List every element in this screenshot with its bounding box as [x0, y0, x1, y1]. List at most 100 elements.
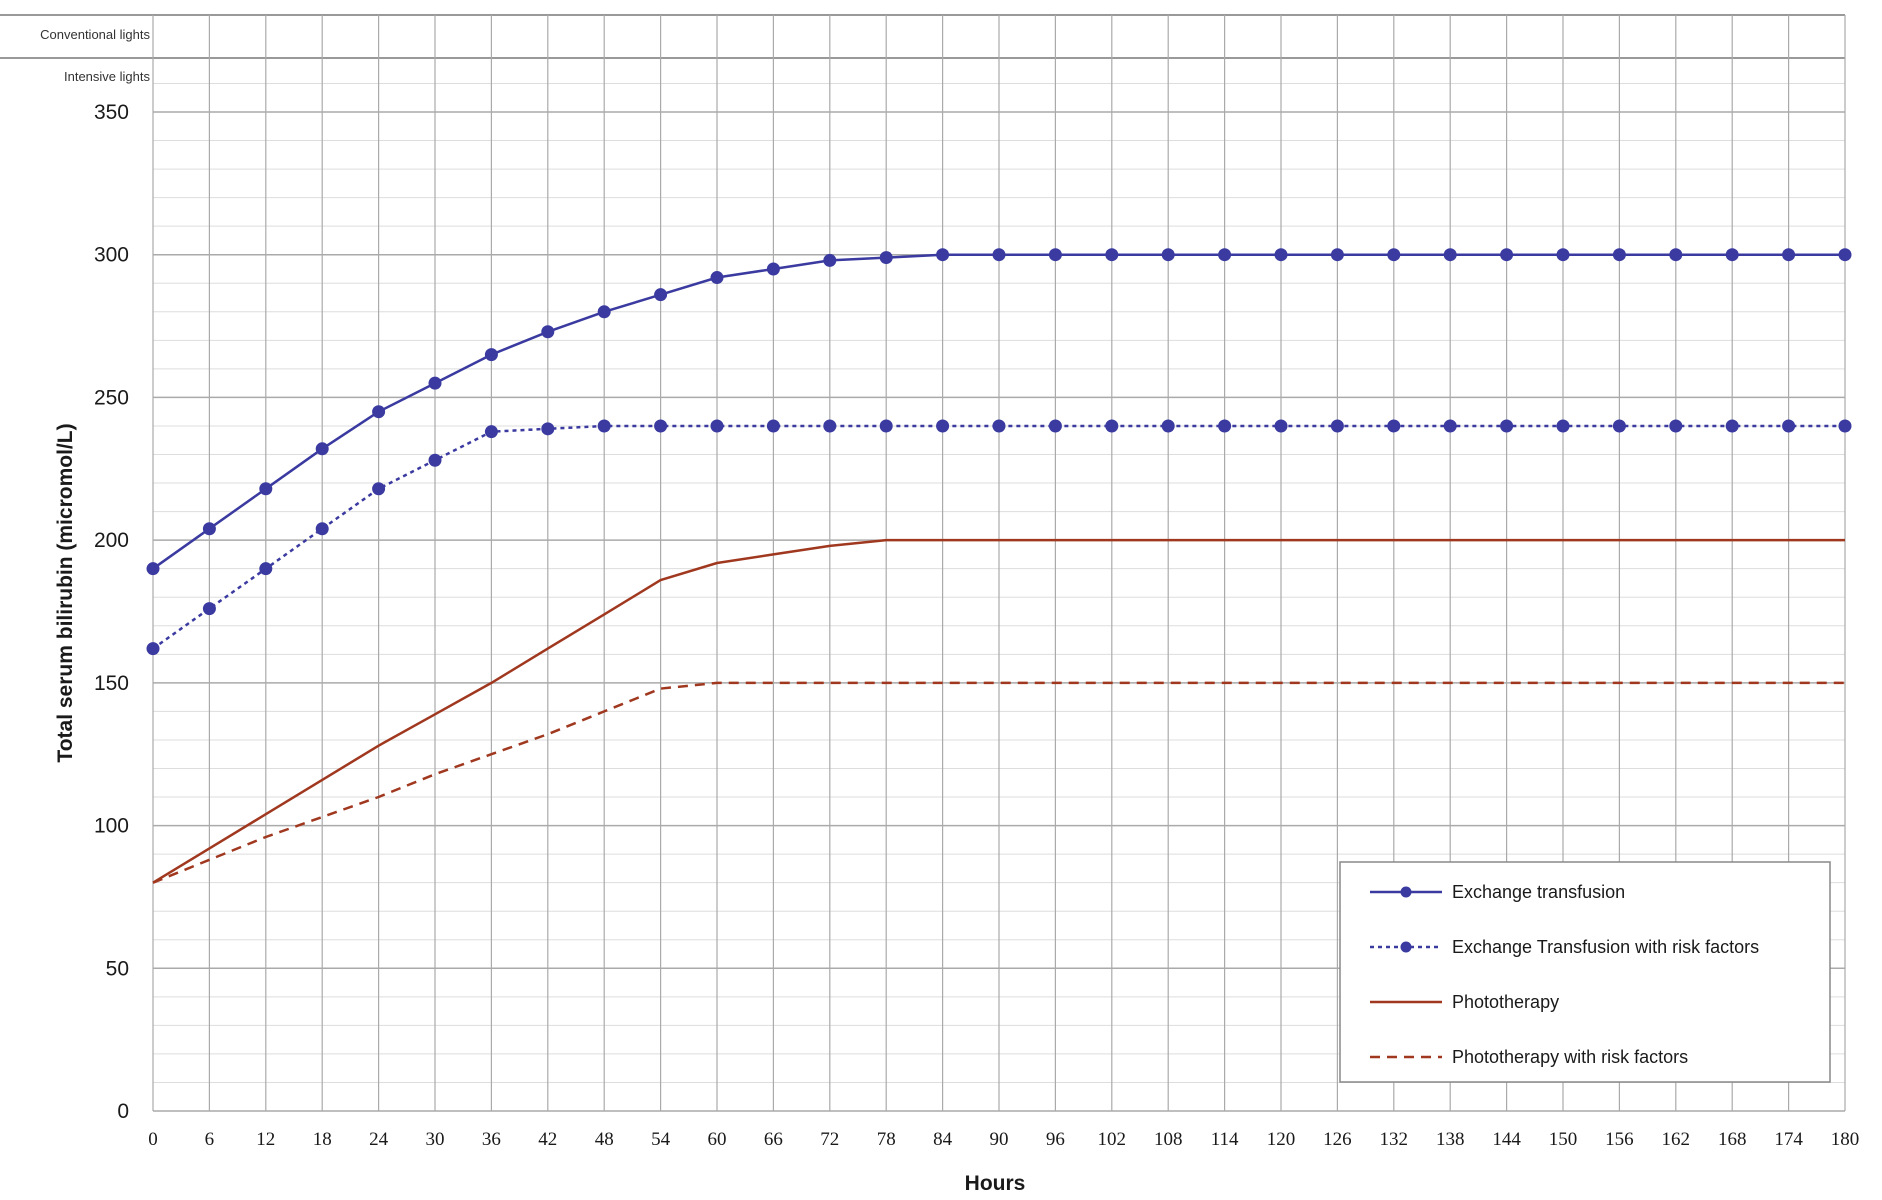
- legend-label-2: Phototherapy: [1452, 992, 1559, 1012]
- grid: [0, 14, 1846, 1112]
- x-tick-label: 12: [256, 1129, 275, 1150]
- data-point: [936, 248, 950, 262]
- band-label-conventional-lights: Conventional lights: [40, 27, 150, 42]
- y-tick-label: 350: [94, 101, 129, 124]
- data-point: [936, 419, 950, 433]
- data-point: [1218, 248, 1232, 262]
- series-line-3: [152, 681, 1845, 884]
- data-point: [541, 422, 555, 436]
- data-point: [1782, 419, 1796, 433]
- y-tick-label: 0: [117, 1100, 129, 1123]
- data-point: [541, 325, 555, 339]
- data-point: [710, 271, 724, 285]
- x-tick-label: 48: [595, 1129, 614, 1150]
- x-tick-label: 90: [990, 1129, 1009, 1150]
- legend-items: Exchange transfusion Exchange Transfusion…: [1370, 882, 1759, 1067]
- data-point: [315, 522, 329, 536]
- data-point: [1048, 248, 1062, 262]
- data-point: [1274, 419, 1288, 433]
- x-tick-label: 0: [148, 1129, 158, 1150]
- x-tick-label: 168: [1718, 1129, 1747, 1150]
- legend-label-3: Phototherapy with risk factors: [1452, 1047, 1688, 1067]
- data-point: [1612, 419, 1626, 433]
- axis-ticks: 0 50 100 150 200 250 300 350 0 6 12 18 24 30 36 42 48 54 6…: [94, 101, 1859, 1150]
- data-point: [1161, 419, 1175, 433]
- data-point: [484, 348, 498, 362]
- x-tick-label: 54: [651, 1129, 671, 1150]
- data-point: [1556, 248, 1570, 262]
- data-point: [1443, 419, 1457, 433]
- top-bands: Conventional lights Intensive lights: [40, 27, 150, 84]
- data-point: [259, 482, 273, 496]
- data-point: [1838, 248, 1852, 262]
- data-point: [202, 522, 216, 536]
- data-point: [259, 562, 273, 576]
- data-point: [202, 602, 216, 616]
- x-tick-label: 18: [313, 1129, 332, 1150]
- x-tick-label: 150: [1549, 1129, 1578, 1150]
- x-tick-label: 162: [1662, 1129, 1691, 1150]
- x-tick-label: 120: [1267, 1129, 1296, 1150]
- y-axis-title: Total serum bilirubin (micromol/L): [54, 423, 77, 762]
- data-point: [766, 419, 780, 433]
- data-point: [372, 405, 386, 419]
- x-axis-title: Hours: [965, 1172, 1026, 1195]
- data-point: [1387, 419, 1401, 433]
- x-tick-label: 132: [1380, 1129, 1409, 1150]
- y-tick-label: 150: [94, 672, 129, 695]
- data-point: [879, 251, 893, 265]
- x-tick-label: 156: [1605, 1129, 1634, 1150]
- legend-label-0: Exchange transfusion: [1452, 882, 1625, 902]
- data-point: [879, 419, 893, 433]
- data-point: [1500, 248, 1514, 262]
- data-point: [1330, 248, 1344, 262]
- data-point: [428, 453, 442, 467]
- legend: Exchange transfusion Exchange Transfusion…: [1339, 861, 1831, 1083]
- data-point: [766, 262, 780, 276]
- legend-marker-1: [1400, 941, 1412, 953]
- data-point: [1161, 248, 1175, 262]
- data-point: [1612, 248, 1626, 262]
- x-tick-label: 30: [426, 1129, 445, 1150]
- data-point: [1387, 248, 1401, 262]
- legend-label-1: Exchange Transfusion with risk factors: [1452, 937, 1759, 957]
- data-point: [992, 419, 1006, 433]
- series-line-2: [152, 538, 1845, 884]
- data-point: [315, 442, 329, 456]
- data-point: [146, 562, 160, 576]
- data-point: [1725, 419, 1739, 433]
- legend-marker-0: [1400, 886, 1412, 898]
- x-tick-label: 96: [1046, 1129, 1065, 1150]
- data-point: [146, 642, 160, 656]
- x-tick-label: 114: [1211, 1129, 1239, 1150]
- series: [146, 248, 1852, 884]
- x-tick-label: 6: [205, 1129, 215, 1150]
- data-point: [1105, 248, 1119, 262]
- data-point: [1500, 419, 1514, 433]
- x-tick-label: 138: [1436, 1129, 1465, 1150]
- x-tick-label: 24: [369, 1129, 389, 1150]
- data-point: [1105, 419, 1119, 433]
- x-tick-label: 42: [538, 1129, 557, 1150]
- data-point: [1443, 248, 1457, 262]
- x-tick-label: 180: [1831, 1129, 1860, 1150]
- x-tick-label: 174: [1774, 1129, 1803, 1150]
- x-tick-label: 102: [1098, 1129, 1127, 1150]
- x-tick-label: 72: [820, 1129, 839, 1150]
- y-tick-label: 200: [94, 529, 129, 552]
- data-point: [1838, 419, 1852, 433]
- data-point: [823, 253, 837, 267]
- data-point: [428, 376, 442, 390]
- y-tick-label: 100: [94, 815, 129, 838]
- data-point: [484, 425, 498, 439]
- x-tick-label: 60: [708, 1129, 727, 1150]
- data-point: [823, 419, 837, 433]
- y-tick-label: 250: [94, 386, 129, 409]
- x-tick-label: 108: [1154, 1129, 1183, 1150]
- data-point: [1330, 419, 1344, 433]
- data-point: [1725, 248, 1739, 262]
- band-label-intensive-lights: Intensive lights: [64, 69, 150, 84]
- y-tick-label: 50: [106, 957, 129, 980]
- data-point: [1048, 419, 1062, 433]
